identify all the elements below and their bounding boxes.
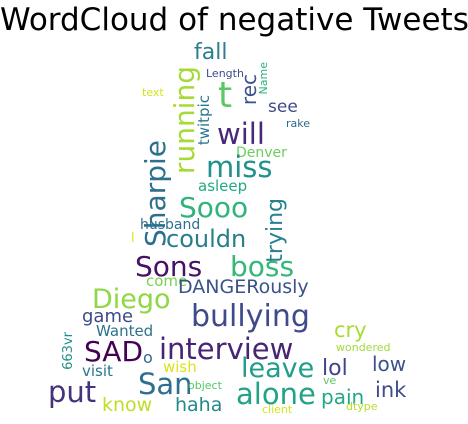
word-o: o <box>143 348 153 367</box>
word-visit: visit <box>82 362 113 380</box>
word-denver: Denver <box>236 145 287 161</box>
word-couldn: couldn <box>166 225 247 253</box>
word-sooo: Sooo <box>179 191 249 224</box>
word-l: l <box>131 231 135 246</box>
chart-title: WordCloud of negative Tweets <box>0 2 468 38</box>
word-leave: leave <box>241 353 315 384</box>
word-will: will <box>217 117 265 151</box>
word-running: running <box>168 66 201 175</box>
word-san: San <box>138 367 193 401</box>
word-see: see <box>268 97 298 117</box>
word-ink: ink <box>375 378 407 402</box>
word-boss: boss <box>230 250 295 283</box>
word-t: t <box>218 75 233 116</box>
word-sons: Sons <box>135 250 203 283</box>
word-miss: miss <box>206 150 273 184</box>
word-rake: rake <box>286 117 311 130</box>
word-wondered: wondered <box>336 341 391 354</box>
word-cry: cry <box>334 318 367 342</box>
word-wish: wish <box>163 358 197 376</box>
word-sad: SAD <box>84 335 144 368</box>
word-663vr: 663vr <box>61 332 76 370</box>
word-come: come <box>146 272 188 290</box>
word-asleep: asleep <box>198 177 248 195</box>
word-fall: fall <box>194 40 228 65</box>
word-text: text <box>142 86 164 99</box>
word-diego: Diego <box>92 284 171 315</box>
word-game: game <box>82 306 134 327</box>
word-dangerously: DANGERously <box>178 276 309 298</box>
word-length: Length <box>206 67 244 80</box>
word-lol: lol <box>322 356 348 381</box>
word-low: low <box>372 352 407 376</box>
word-ve: ve <box>323 374 337 387</box>
word-haha: haha <box>175 394 223 416</box>
word-bullying: bullying <box>191 299 310 334</box>
word-dtype: dtype <box>346 400 378 413</box>
word-alone: alone <box>236 377 316 411</box>
word-rec: rec <box>237 74 261 106</box>
word-put: put <box>48 375 97 409</box>
word-client: client <box>262 403 293 416</box>
word-know: know <box>102 394 153 416</box>
word-object: object <box>188 379 222 392</box>
word-interview: interview <box>159 332 294 366</box>
word-wanted: Wanted <box>96 322 154 340</box>
word-husband: husband <box>140 217 201 233</box>
word-pain: pain <box>321 385 365 409</box>
